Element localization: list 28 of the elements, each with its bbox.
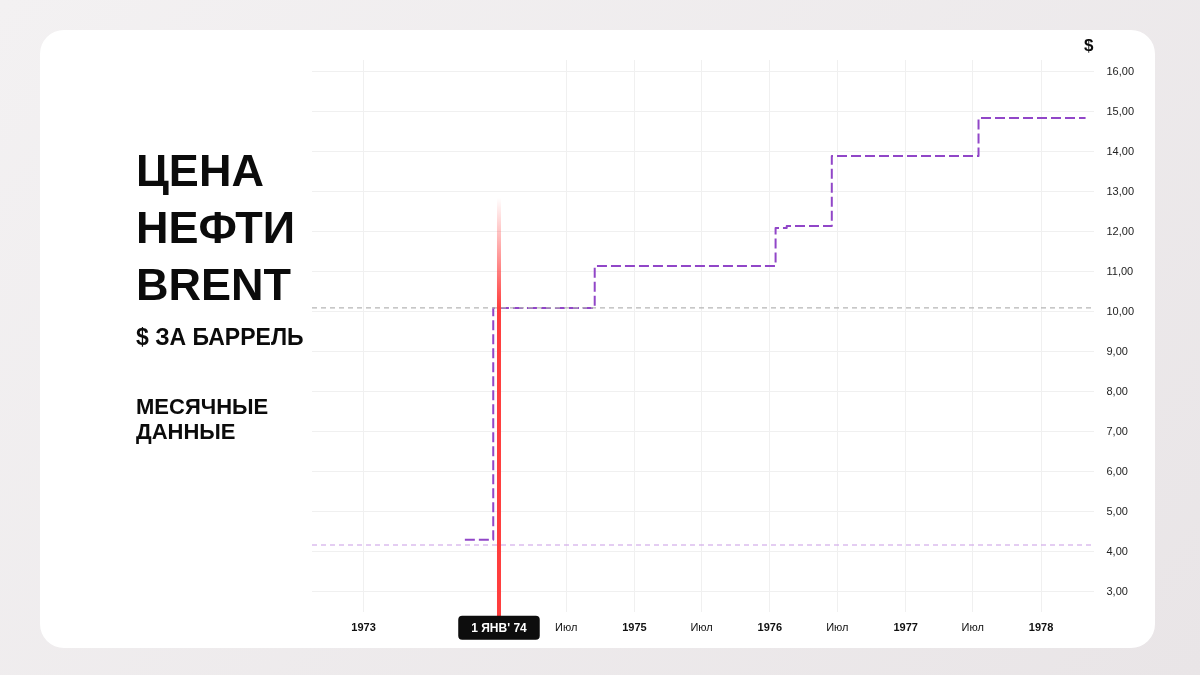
x-tick-label: 1976 <box>757 621 783 634</box>
x-tick-label: 1977 <box>893 621 918 634</box>
x-tick-label: 1975 <box>622 621 647 634</box>
text: МЕСЯЧНЫЕ ДАННЫЕ <box>136 394 270 444</box>
y-tick-label: 15,00 <box>1106 105 1134 118</box>
y-tick-label: 4,00 <box>1106 544 1128 557</box>
y-tick-label: 7,00 <box>1106 424 1128 437</box>
y-tick-label: 3,00 <box>1106 584 1128 597</box>
x-tick-label: 1973 <box>351 621 376 634</box>
x-tick-label: Июл <box>826 621 849 634</box>
x-tick-label: Июл <box>961 621 984 634</box>
y-tick-label: 6,00 <box>1106 464 1128 477</box>
y-axis-title: $ <box>1084 36 1094 56</box>
y-tick-label: 11,00 <box>1106 264 1134 277</box>
y-tick-label: 12,00 <box>1106 224 1134 237</box>
x-tick-label: Июл <box>690 621 713 634</box>
y-tick-label: 14,00 <box>1106 145 1134 157</box>
y-tick-label: 16,00 <box>1106 65 1134 78</box>
y-tick-label: 8,00 <box>1106 384 1128 397</box>
text: ЦЕНА НЕФТИ BRENT <box>136 144 296 312</box>
y-tick-label: 9,00 <box>1106 344 1128 357</box>
y-tick-label: 13,00 <box>1106 184 1134 197</box>
x-tick-label: Июл <box>554 621 578 634</box>
y-tick-label: 10,00 <box>1106 304 1134 317</box>
x-tick-label: 1978 <box>1028 621 1054 634</box>
ref-line-label: 1 ЯНВ' 74 <box>471 621 528 636</box>
text: $ ЗА БАРРЕЛЬ <box>136 324 304 351</box>
y-tick-label: 5,00 <box>1106 504 1128 517</box>
